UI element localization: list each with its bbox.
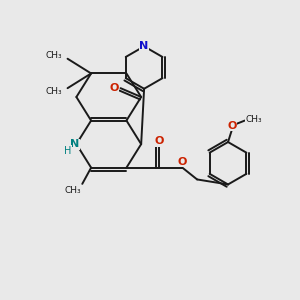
Text: O: O — [155, 136, 164, 146]
Text: N: N — [140, 41, 149, 51]
Text: CH₃: CH₃ — [64, 186, 81, 195]
Text: O: O — [178, 157, 187, 167]
Text: CH₃: CH₃ — [46, 51, 63, 60]
Text: CH₃: CH₃ — [245, 115, 262, 124]
Text: O: O — [227, 121, 237, 130]
Text: H: H — [64, 146, 71, 156]
Text: O: O — [110, 82, 119, 93]
Text: CH₃: CH₃ — [46, 87, 63, 96]
Text: N: N — [70, 139, 80, 149]
